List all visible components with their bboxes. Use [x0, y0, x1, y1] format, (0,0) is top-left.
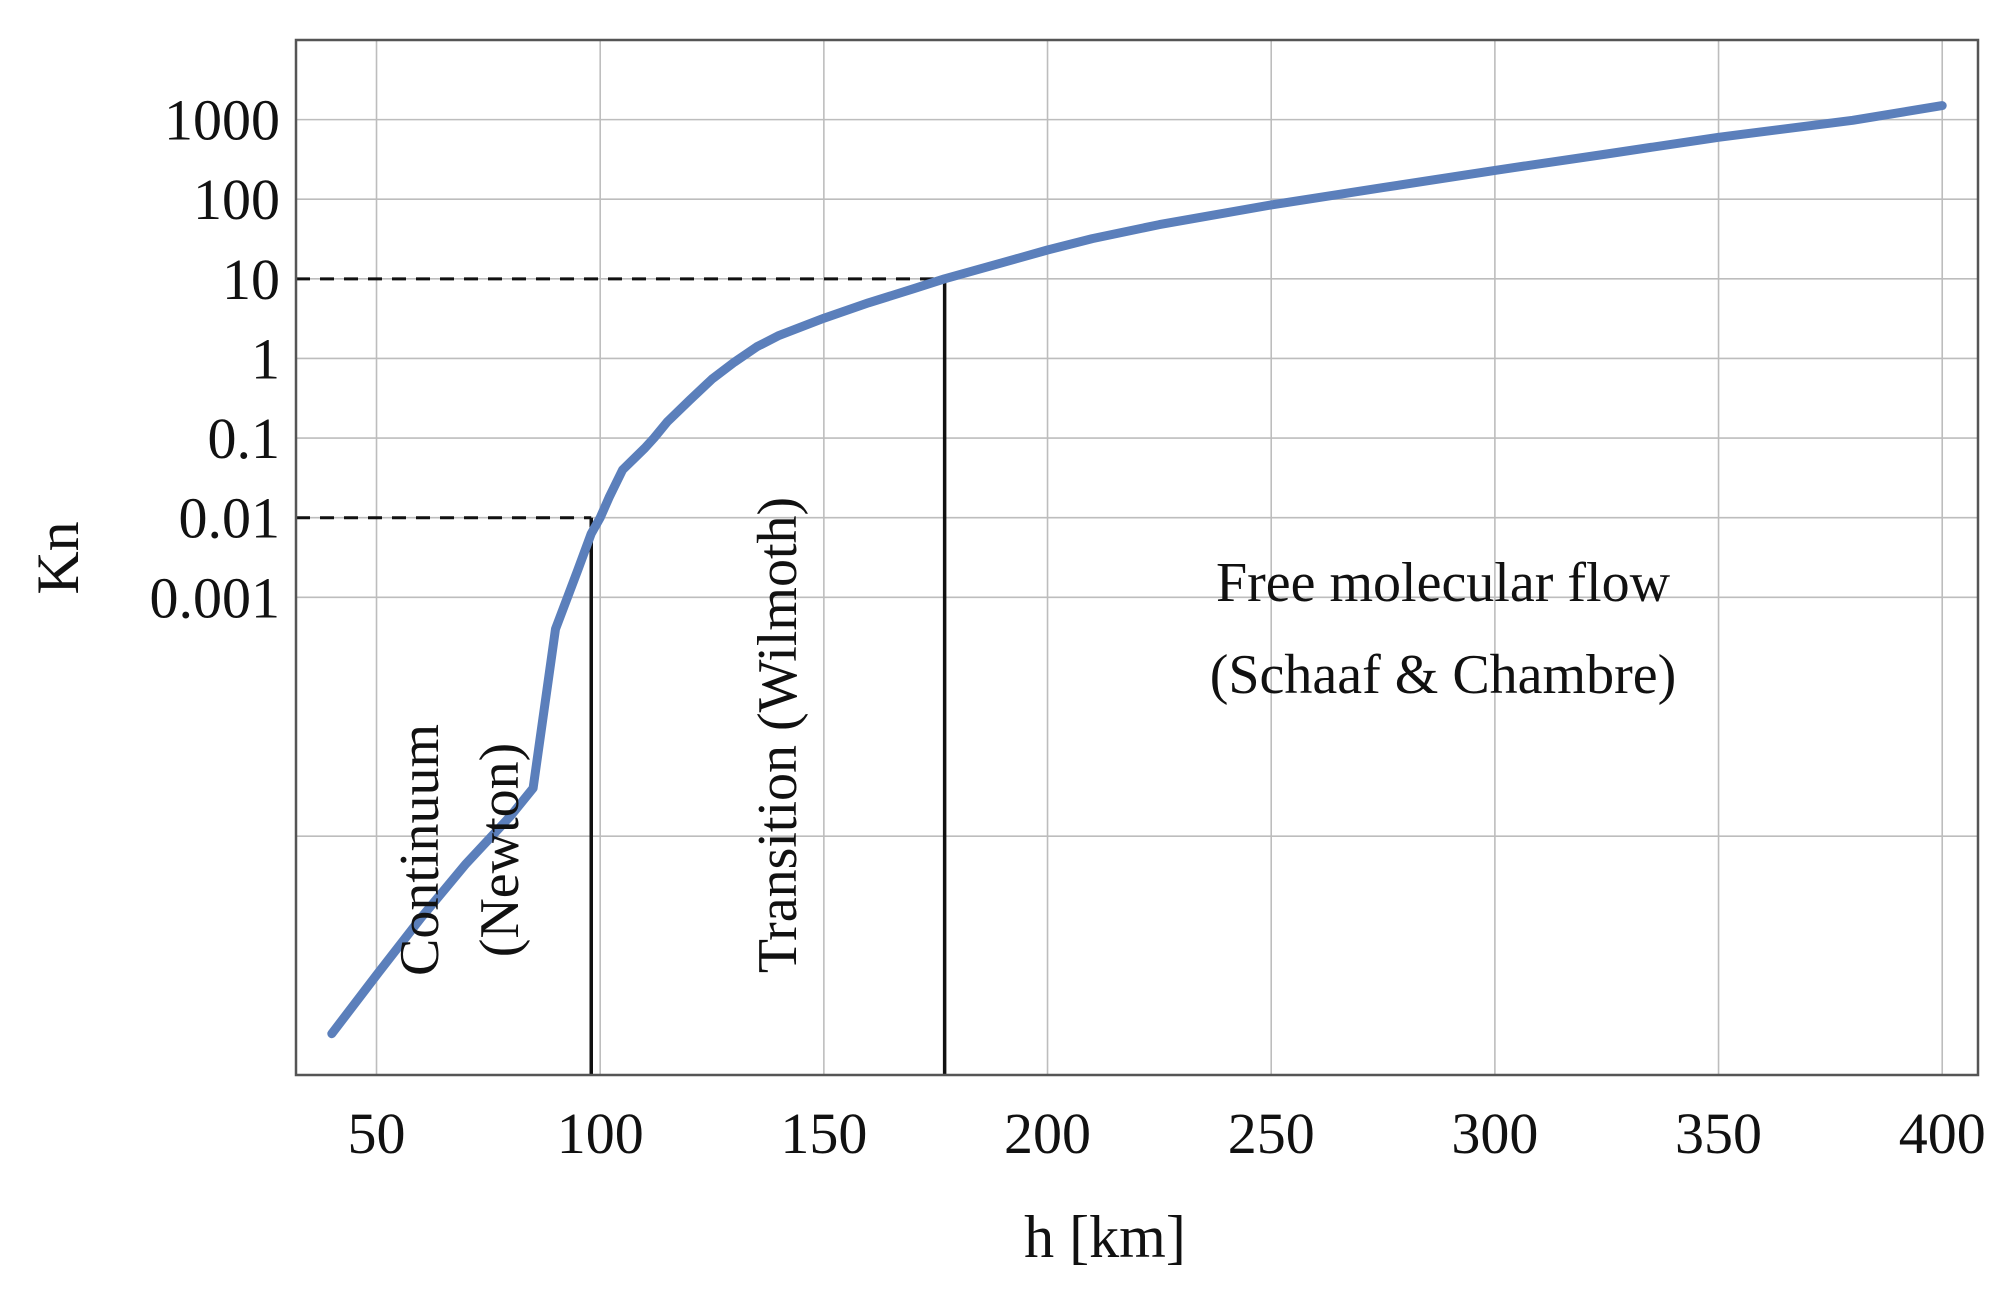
x-tick-label: 400: [1899, 1101, 1986, 1166]
x-tick-label: 200: [1004, 1101, 1091, 1166]
y-tick-label: 0.1: [208, 406, 281, 471]
y-tick-label: 1: [251, 326, 280, 391]
plot-frame: [294, 38, 1980, 1077]
series-layer: [327, 101, 1947, 1039]
y-tick-label: 0.001: [150, 565, 281, 630]
continuum-newton-label: (Newton): [469, 743, 531, 958]
x-axis-title: h [km]: [1024, 1204, 1186, 1270]
tick-label-layer: 50 100 150 200 250 300 350 400 0.001 0.01 0.1 1 10 10…: [150, 88, 1986, 1166]
transition-label: Transition (Wilmoth): [747, 497, 809, 973]
x-tick-label: 150: [780, 1101, 867, 1166]
y-tick-label: 0.01: [179, 486, 281, 551]
x-tick-label: 300: [1451, 1101, 1538, 1166]
x-tick-label: 50: [348, 1101, 406, 1166]
y-tick-label: 1000: [164, 88, 280, 153]
boundary-layer: [296, 277, 947, 1075]
x-tick-label: 100: [557, 1101, 644, 1166]
free-molecular-label: Free molecular flow: [1216, 552, 1671, 614]
free-molecular-ref-label: (Schaaf & Chambre): [1210, 644, 1676, 706]
x-tick-label: 250: [1228, 1101, 1315, 1166]
y-axis-title: Kn: [25, 521, 91, 594]
y-tick-label: 100: [193, 167, 280, 232]
kn-series-line: [327, 101, 1947, 1039]
y-tick-label: 10: [222, 247, 280, 312]
continuum-label: Continuum: [389, 724, 451, 976]
x-tick-label: 350: [1675, 1101, 1762, 1166]
grid-layer: [296, 40, 1978, 1075]
